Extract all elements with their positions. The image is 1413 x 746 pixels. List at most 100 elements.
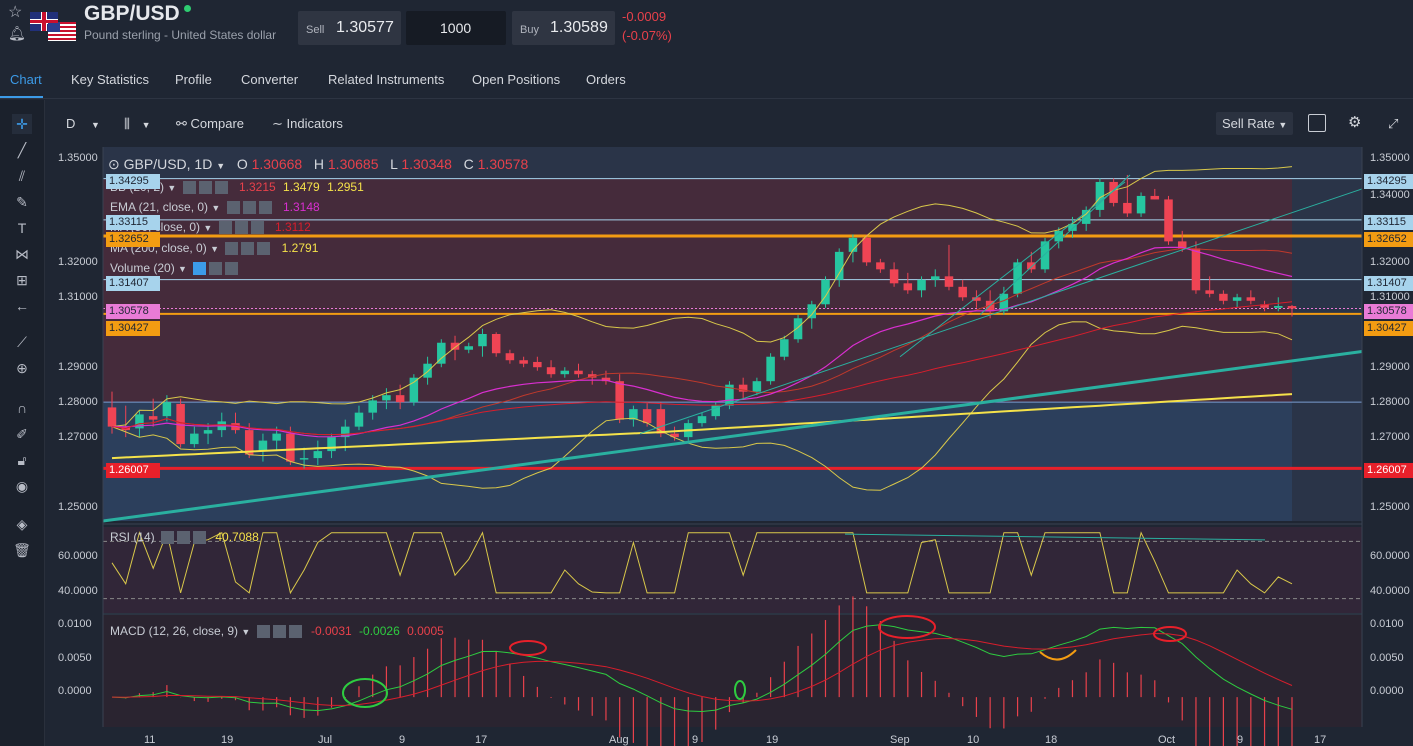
trendline xyxy=(899,181,1126,358)
level-tag: 1.30427 xyxy=(1364,321,1413,336)
fib-icon[interactable]: ⫽ xyxy=(18,168,26,184)
annotation-circle xyxy=(509,640,547,656)
rsi-tick: 40.0000 xyxy=(1370,585,1410,597)
main-legend: ⊙ GBP/USD, 1D ▼ O 1.30668 H 1.30685 L 1.… xyxy=(108,156,528,173)
indicators-button[interactable]: ∼ Indicators xyxy=(272,116,343,132)
ruler-icon[interactable]: ⟋ xyxy=(17,334,27,350)
price-tick: 1.28000 xyxy=(1370,396,1410,408)
fullscreen-box-icon[interactable] xyxy=(1308,114,1326,132)
sell-price: 1.30577 xyxy=(336,19,394,36)
ema-legend[interactable]: EMA (21, close, 0) ▼ 1.3148 xyxy=(110,200,320,215)
crosshair-icon[interactable]: ✛ xyxy=(12,114,32,134)
shaded-zone-low xyxy=(103,402,1292,521)
pattern-icon[interactable]: ⋈ xyxy=(15,246,29,262)
candle xyxy=(135,414,144,429)
chart-type-select[interactable]: ⫼ ▼ xyxy=(124,116,151,132)
candle xyxy=(450,342,460,350)
candle xyxy=(1136,195,1146,214)
collapse-legend-icon[interactable]: ⊙ xyxy=(108,156,120,172)
sell-label: Sell xyxy=(306,24,325,36)
tab-open-positions[interactable]: Open Positions xyxy=(472,72,561,87)
indicator-controls[interactable] xyxy=(224,200,272,215)
compare-button[interactable]: ⚯ Compare xyxy=(176,116,244,132)
candle xyxy=(1109,181,1118,203)
tab-related-instruments[interactable]: Related Instruments xyxy=(328,72,445,87)
rsi-trendline xyxy=(844,533,1266,541)
candlestick-icon: ⫼ xyxy=(124,116,130,131)
indicator-controls[interactable] xyxy=(216,220,264,235)
legend-title: GBP/USD, 1D xyxy=(123,156,213,172)
market-open-indicator xyxy=(184,5,191,12)
expand-icon[interactable]: ⤢ xyxy=(1388,116,1399,131)
text-icon[interactable]: T xyxy=(17,220,27,236)
layers-icon[interactable]: ◈ xyxy=(16,516,28,532)
quantity-input[interactable]: 1000 xyxy=(406,11,506,45)
settings-gear-icon[interactable]: ⚙ xyxy=(1348,114,1362,131)
alert-bell-icon[interactable]: 🔔︎ xyxy=(8,25,26,41)
chevron-down-icon: ▼ xyxy=(141,120,151,130)
price-tick: 1.25000 xyxy=(1370,501,1410,513)
bb-lower-line xyxy=(111,321,1293,491)
time-tick: 18 xyxy=(1045,734,1058,746)
time-tick: 11 xyxy=(144,734,156,746)
indicators-label: Indicators xyxy=(286,116,343,131)
indicator-controls[interactable] xyxy=(158,530,207,545)
candle xyxy=(519,360,528,364)
rate-label: Sell Rate xyxy=(1222,116,1275,131)
measure-icon[interactable]: ⊞ xyxy=(16,272,28,288)
zoom-icon[interactable]: ⊕ xyxy=(16,360,28,376)
chevron-down-icon: ▼ xyxy=(178,264,187,274)
indicator-controls[interactable] xyxy=(222,241,271,256)
buy-button[interactable]: Buy 1.30589 xyxy=(512,11,615,45)
rsi-legend[interactable]: RSI (14) 40.7088 xyxy=(110,530,259,545)
trendline-icon[interactable]: ╱ xyxy=(17,142,27,158)
candle xyxy=(244,430,254,455)
tab-converter[interactable]: Converter xyxy=(241,72,299,87)
lock-icon[interactable]: 🔓︎ xyxy=(17,452,27,468)
price-tick-left: 1.29000 xyxy=(58,361,98,373)
brush-icon[interactable]: ✎ xyxy=(16,194,28,210)
indicator-controls[interactable] xyxy=(254,624,302,639)
magnet-icon[interactable]: ∩ xyxy=(16,400,28,416)
candle xyxy=(162,402,172,417)
rate-select[interactable]: Sell Rate ▼ xyxy=(1216,112,1294,135)
lock-draw-icon[interactable]: ✐ xyxy=(16,426,28,442)
bb-lower: 1.2951 xyxy=(327,180,364,194)
level-tag-left: 1.30427 xyxy=(106,321,160,336)
price-tick: 1.32000 xyxy=(1370,256,1410,268)
tab-key-statistics[interactable]: Key Statistics xyxy=(71,72,150,87)
tab-orders[interactable]: Orders xyxy=(586,72,626,87)
bb-legend[interactable]: BB (20, 2) ▼ 1.3215 1.3479 1.2951 xyxy=(110,180,364,195)
volume-legend[interactable]: Volume (20) ▼ xyxy=(110,261,239,276)
ma50-value: 1.3112 xyxy=(275,220,311,234)
close-value: 1.30578 xyxy=(477,156,529,172)
candle xyxy=(272,433,281,441)
macd-tick: 0.0050 xyxy=(1370,652,1404,664)
candle xyxy=(1260,304,1269,308)
chevron-down-icon[interactable]: ▼ xyxy=(216,161,226,171)
favorite-star-icon[interactable]: ☆ xyxy=(8,4,23,21)
current-price-tag: 1.30578 xyxy=(1364,304,1413,319)
time-tick: Aug xyxy=(609,734,629,746)
macd-signal: -0.0026 xyxy=(359,624,400,638)
trash-icon[interactable]: 🗑︎ xyxy=(13,542,31,558)
price-tick-left: 1.35000 xyxy=(58,152,98,164)
candle xyxy=(1095,181,1105,210)
indicator-controls[interactable] xyxy=(180,180,228,195)
arrow-left-icon[interactable]: ← xyxy=(15,298,29,314)
low-label: L xyxy=(390,156,398,172)
candle xyxy=(546,367,556,375)
eye-icon[interactable]: ◉ xyxy=(15,478,29,494)
candle xyxy=(423,363,432,378)
candle xyxy=(176,403,185,445)
candle xyxy=(834,251,844,280)
tab-chart[interactable]: Chart xyxy=(10,72,42,87)
candle xyxy=(574,370,583,375)
tab-profile[interactable]: Profile xyxy=(175,72,212,87)
interval-select[interactable]: D ▼ xyxy=(66,116,100,131)
time-tick: 19 xyxy=(221,734,234,746)
indicator-controls[interactable] xyxy=(190,261,239,276)
sell-button[interactable]: Sell 1.30577 xyxy=(298,11,401,45)
macd-legend[interactable]: MACD (12, 26, close, 9) ▼ -0.0031 -0.002… xyxy=(110,624,444,639)
